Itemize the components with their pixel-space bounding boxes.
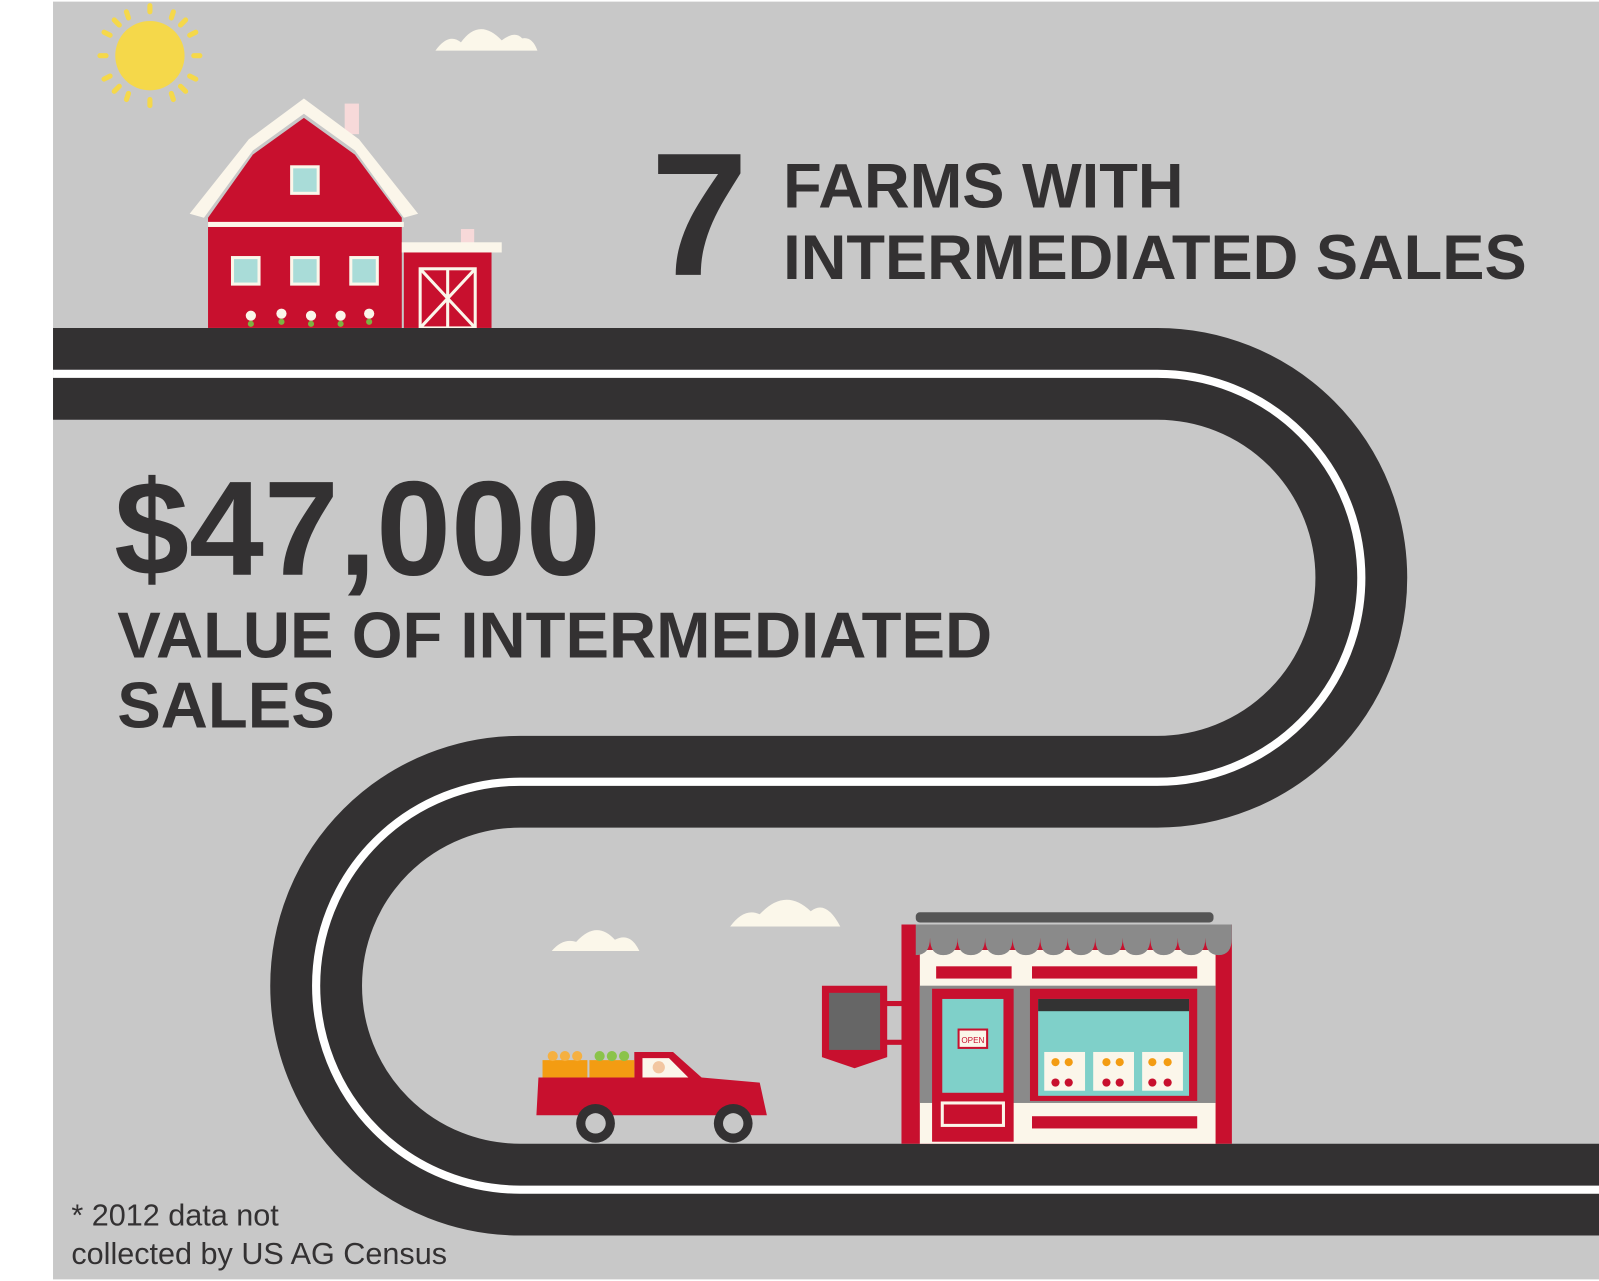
sun-part-part: [180, 86, 185, 91]
infographic: OPEN 7 FARMS WITH INTERMEDIATED SALES $4…: [0, 0, 1599, 1281]
barn-part-part: [338, 321, 344, 327]
value-caption: VALUE OF INTERMEDIATED: [117, 598, 992, 671]
truck-part-part: [560, 1051, 570, 1061]
page: Intermediated Sales {"headline": {"numbe…: [0, 0, 1599, 1281]
sales-value: $47,000: [114, 453, 601, 604]
sun-part-part: [104, 76, 110, 79]
barn-part: [345, 104, 359, 135]
sun-part-part: [126, 12, 128, 18]
barn-part-part: [278, 319, 284, 325]
barn-part-part: [306, 311, 316, 321]
truck-part-part: [548, 1051, 558, 1061]
store-part: [936, 966, 1011, 978]
body: OPEN 7 FARMS WITH INTERMEDIATED SALES $4…: [0, 0, 1599, 1281]
sun-part-part: [114, 86, 119, 91]
store-part-part: [1044, 1052, 1085, 1091]
truck-part-part: [543, 1060, 588, 1077]
barn-part-part: [233, 258, 260, 285]
store-part: [829, 993, 880, 1050]
sun-part-part: [180, 20, 185, 25]
barn-part-part: [364, 309, 374, 319]
sun-part-part: [104, 32, 110, 35]
truck-part-part: [595, 1051, 605, 1061]
store-part: [1044, 1052, 1183, 1091]
store-part-part: [1148, 1058, 1156, 1066]
truck-part: [723, 1113, 743, 1133]
barn-part-part: [246, 311, 256, 321]
barn-part: [208, 222, 404, 227]
store-part-part: [1065, 1078, 1073, 1086]
barn-part-part: [276, 309, 286, 319]
store-part: [942, 1103, 1003, 1125]
truck-part: [653, 1061, 665, 1073]
barn-part-part: [248, 321, 254, 327]
store-part-part: [1051, 1078, 1059, 1086]
store-part: [1038, 999, 1189, 1011]
barn-part: [402, 242, 502, 252]
truck-part: [595, 1051, 630, 1061]
truck-part: [548, 1051, 583, 1061]
store-part-part: [1148, 1078, 1156, 1086]
value-caption: SALES: [117, 669, 335, 742]
truck-part-part: [589, 1060, 634, 1077]
barn-part-part: [366, 319, 372, 325]
barn-part-part: [292, 258, 319, 285]
sun-part-part: [171, 93, 173, 99]
barn-part-part: [292, 167, 319, 194]
store-part: [916, 925, 1232, 956]
sun-part-part: [190, 76, 196, 79]
store-part-part: [1116, 1058, 1124, 1066]
headline-line: FARMS WITH: [783, 152, 1183, 222]
store-part: [885, 1040, 903, 1045]
store-part-part: [1164, 1058, 1172, 1066]
truck-part-part: [572, 1051, 582, 1061]
store-part-part: [1102, 1078, 1110, 1086]
barn-part-part: [351, 258, 378, 285]
store-part-part: [1093, 1052, 1134, 1091]
store-part-part: [1164, 1078, 1172, 1086]
footnote: * 2012 data not: [71, 1198, 279, 1232]
open-sign: OPEN: [961, 1036, 984, 1045]
sun-part-part: [126, 93, 128, 99]
store-part-part: [1051, 1058, 1059, 1066]
store-part-part: [1142, 1052, 1183, 1091]
truck-part-part: [619, 1051, 629, 1061]
store-part: [1032, 1116, 1197, 1128]
sun-part-part: [114, 20, 119, 25]
store-part: [885, 1001, 903, 1006]
store-part-part: [1065, 1058, 1073, 1066]
sun-part: [115, 21, 184, 90]
sun-part-part: [190, 32, 196, 35]
barn-part-part: [308, 321, 314, 327]
store-part-part: [1102, 1058, 1110, 1066]
store-part-part: [1116, 1078, 1124, 1086]
farm-count: 7: [651, 117, 749, 313]
headline-line: INTERMEDIATED SALES: [783, 223, 1526, 293]
store-part: [1032, 966, 1197, 978]
truck-part-part: [607, 1051, 617, 1061]
store-part: [916, 912, 1214, 922]
barn-part-part: [336, 311, 346, 321]
truck-part: [585, 1113, 605, 1133]
sun-part-part: [171, 12, 173, 18]
footnote: collected by US AG Census: [71, 1237, 447, 1271]
